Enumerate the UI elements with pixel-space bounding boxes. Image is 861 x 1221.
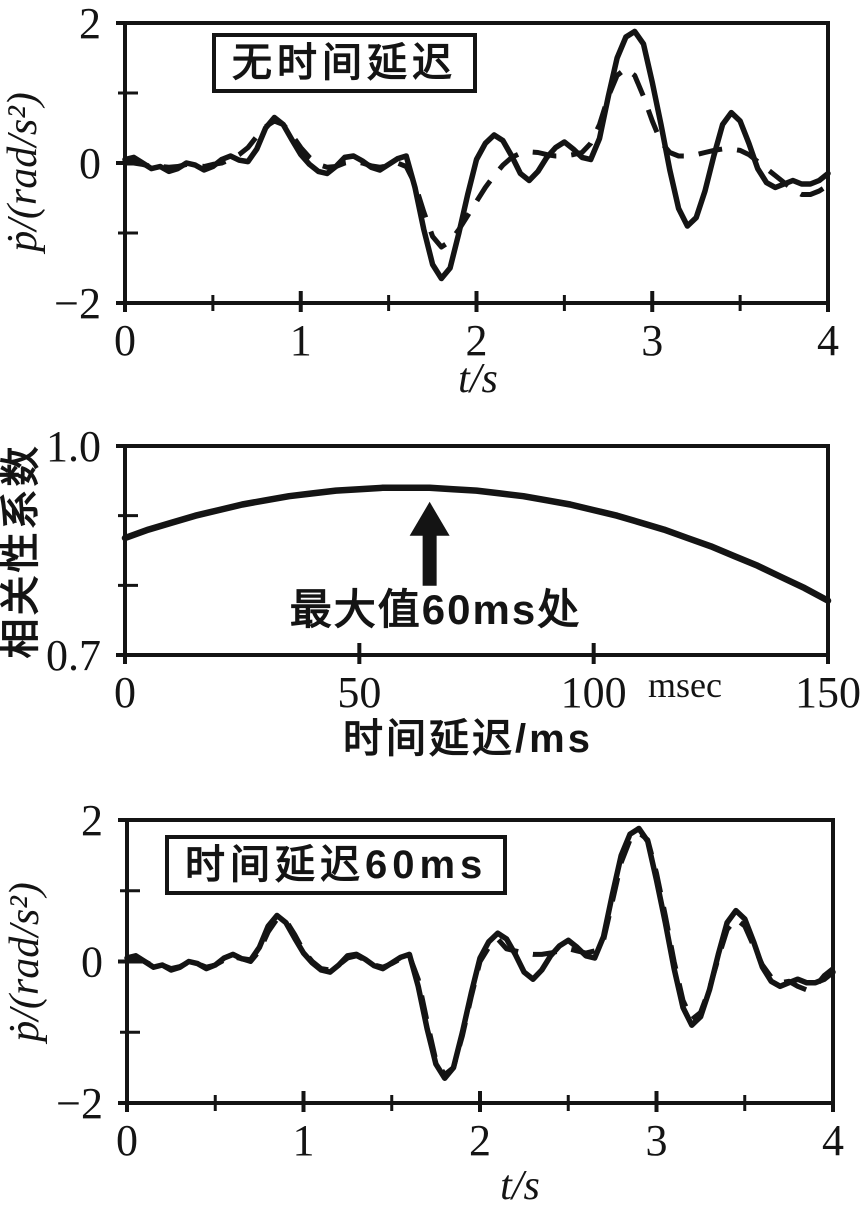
top-xlabel: t/s xyxy=(458,356,498,400)
max-at-60ms-annotation: 最大值60ms处 xyxy=(289,586,582,633)
x-tick-label: 0 xyxy=(114,316,136,365)
model-estimate-60ms-delay-line xyxy=(126,830,835,1078)
middle-xlabel: 时间延迟/ms xyxy=(343,717,593,761)
model-estimate-no-delay-line xyxy=(125,66,830,250)
x-tick-label: 2 xyxy=(469,1116,491,1165)
msec-unit-note: msec xyxy=(648,665,722,705)
delay-60ms-label-box: 时间延迟60ms xyxy=(165,835,508,895)
x-tick-label: 1 xyxy=(293,1116,315,1165)
x-tick-label: 0 xyxy=(114,668,136,717)
y-tick-label: 1.0 xyxy=(46,422,101,471)
roll-acceleration-chart-no-delay: ṗ/(rad/s²) t/s 0 1 2 3 4 2 0 −2 xyxy=(0,0,839,400)
y-tick-label: −2 xyxy=(54,279,101,328)
y-tick-label: 0.7 xyxy=(46,631,101,680)
measured-response-line xyxy=(122,28,831,282)
y-tick-label: 2 xyxy=(79,0,101,48)
x-tick-label: 2 xyxy=(466,316,488,365)
correlation-chart: 相关性系数 时间延迟/ms 0 50 100 150 1.0 0.7 xyxy=(0,422,861,761)
y-tick-label: 0 xyxy=(79,139,101,188)
y-tick-label: 0 xyxy=(81,938,103,987)
y-tick-label: 2 xyxy=(81,796,103,845)
roll-acceleration-chart-60ms-delay: ṗ/(rad/s²) t/s 0 1 2 3 4 2 0 −2 xyxy=(2,796,844,1209)
top-ylabel: ṗ/(rad/s²) xyxy=(0,92,46,255)
x-tick-label: 50 xyxy=(337,668,381,717)
x-tick-label: 3 xyxy=(641,316,663,365)
y-tick-label: −2 xyxy=(56,1079,103,1128)
x-tick-label: 4 xyxy=(822,1116,844,1165)
correlation-coefficient-line xyxy=(121,484,832,604)
x-tick-label: 100 xyxy=(561,668,627,717)
bottom-ylabel: ṗ/(rad/s²) xyxy=(2,882,48,1045)
up-arrow-icon xyxy=(409,501,450,536)
middle-ylabel: 相关性系数 xyxy=(0,444,43,659)
plot-frame xyxy=(123,444,830,657)
x-tick-label: 1 xyxy=(290,316,312,365)
bottom-xlabel: t/s xyxy=(500,1163,540,1209)
x-tick-label: 0 xyxy=(116,1116,138,1165)
x-tick-label: 150 xyxy=(795,668,861,717)
no-delay-label-box: 无时间延迟 xyxy=(212,33,477,93)
x-tick-label: 4 xyxy=(817,316,839,365)
x-tick-label: 3 xyxy=(646,1116,668,1165)
